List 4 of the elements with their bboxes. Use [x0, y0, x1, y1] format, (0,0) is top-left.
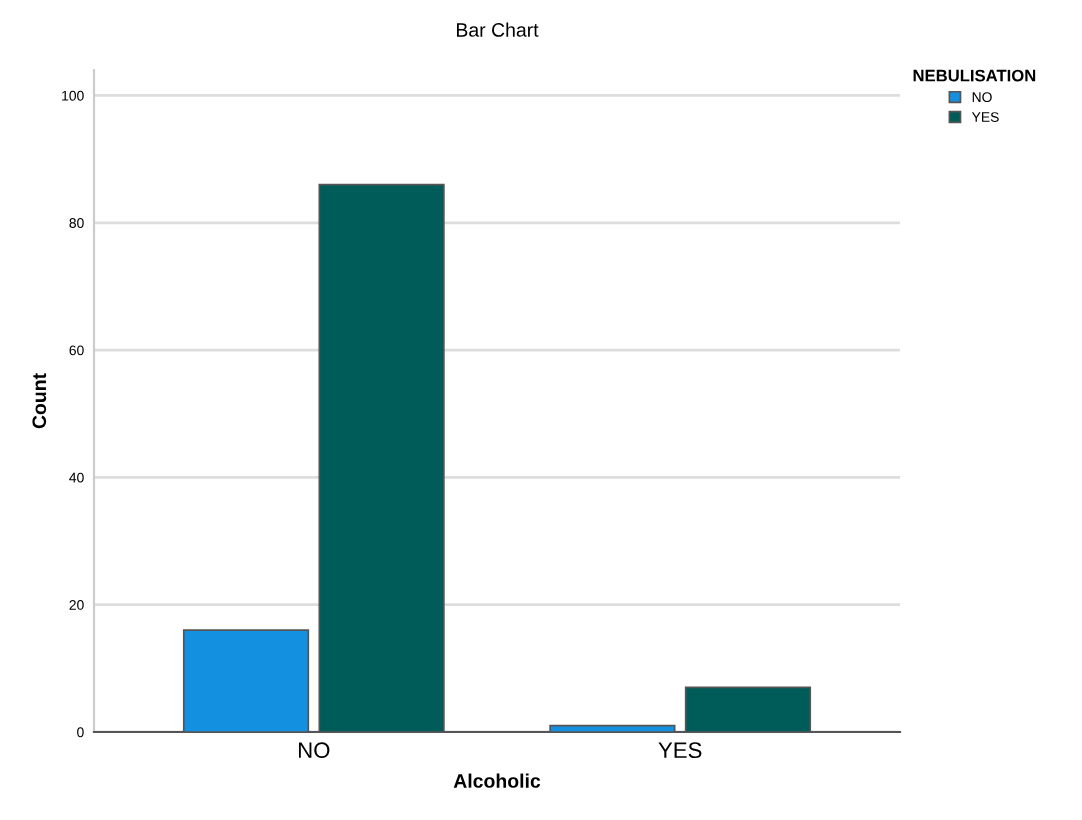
legend-title: NEBULISATION	[913, 69, 1036, 82]
y-axis-title: Count	[32, 373, 47, 429]
chart-title: Bar Chart	[456, 22, 539, 37]
x-axis-title: Alcoholic	[453, 773, 541, 788]
